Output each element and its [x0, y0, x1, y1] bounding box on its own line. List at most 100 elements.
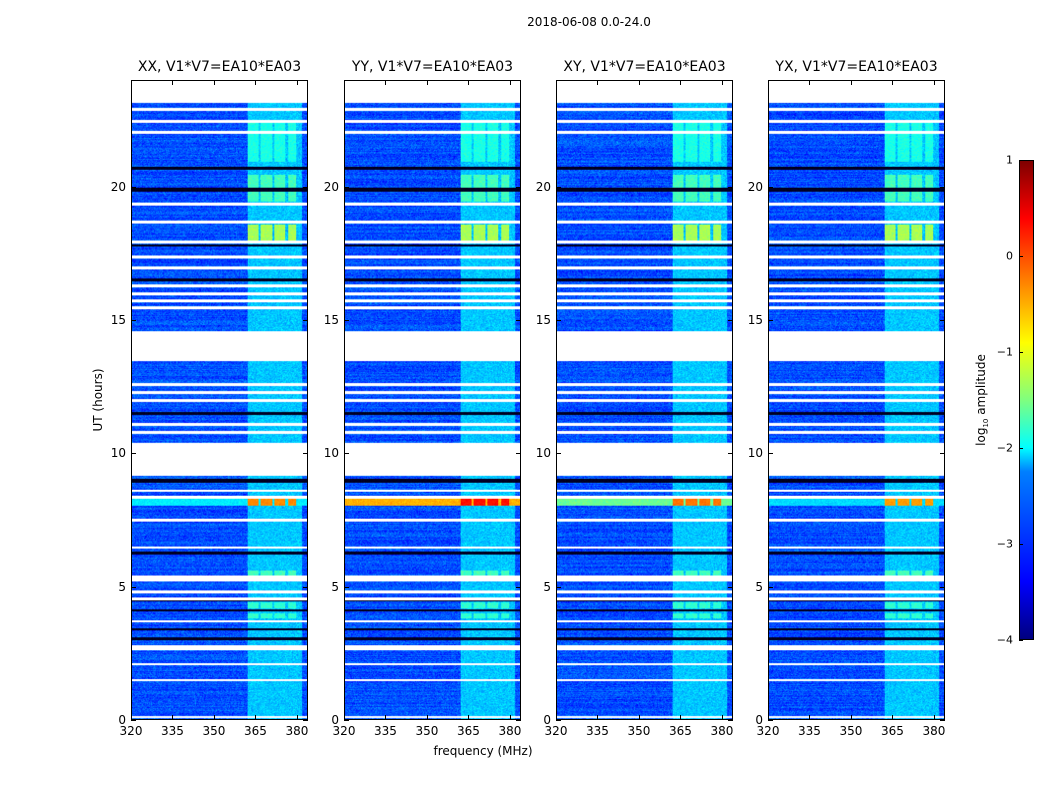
heatmap-canvas	[769, 81, 944, 719]
y-tick-mark	[768, 320, 773, 321]
y-tick-mark-right	[516, 320, 521, 321]
x-tick-mark	[255, 715, 257, 720]
x-tick-mark-top	[385, 80, 387, 85]
y-tick-mark-right	[728, 186, 733, 188]
x-tick-label: 365	[457, 724, 480, 738]
colorbar-tick-mark	[1019, 544, 1023, 545]
y-tick-mark	[344, 720, 349, 721]
y-tick-mark-right	[728, 320, 733, 321]
y-tick-label: 15	[323, 313, 339, 327]
y-tick-mark	[131, 186, 136, 188]
y-tick-mark-right	[516, 453, 521, 455]
y-tick-label: 0	[331, 713, 339, 727]
colorbar-label-sub: 10	[982, 418, 991, 428]
panel-title-3: YX, V1*V7=EA10*EA03	[775, 59, 938, 75]
y-axis-label: UT (hours)	[91, 368, 105, 432]
y-tick-mark-right	[303, 720, 308, 721]
colorbar-label: log10 amplitude	[974, 354, 990, 446]
y-tick-mark	[131, 453, 136, 455]
panel-title-0: XX, V1*V7=EA10*EA03	[137, 59, 302, 75]
spectrogram-panel-0	[131, 80, 308, 720]
x-tick-mark	[131, 715, 132, 720]
x-tick-label: 335	[374, 724, 397, 738]
x-tick-label: 380	[498, 724, 522, 738]
y-tick-mark	[556, 586, 561, 588]
x-axis-label: frequency (MHz)	[433, 744, 533, 758]
y-tick-label: 10	[323, 446, 339, 461]
y-tick-mark-right	[728, 453, 733, 455]
colorbar-tick-label: 0	[1006, 249, 1013, 263]
x-tick-mark-top	[850, 80, 852, 85]
colorbar-tick-label: −2	[996, 441, 1013, 455]
y-tick-mark	[556, 186, 561, 188]
y-tick-label: 5	[543, 579, 551, 594]
x-tick-mark	[892, 715, 894, 720]
x-tick-mark	[468, 715, 470, 720]
x-tick-label: 350	[839, 724, 863, 738]
y-tick-mark-right	[940, 453, 945, 455]
heatmap-canvas	[557, 81, 732, 719]
x-tick-label: 320	[544, 724, 568, 738]
colorbar-tick-label: 1	[1006, 153, 1013, 167]
x-tick-mark-top	[638, 80, 640, 85]
spectrogram-panel-1	[344, 80, 521, 720]
y-tick-mark	[556, 720, 561, 721]
x-tick-label: 350	[415, 724, 439, 738]
colorbar-tick-mark	[1019, 640, 1023, 641]
spectrogram-panel-2	[556, 80, 733, 720]
x-tick-mark-top	[426, 80, 428, 85]
y-tick-label: 10	[747, 446, 763, 461]
colorbar-tick-mark	[1019, 352, 1023, 353]
x-tick-mark-top	[509, 80, 511, 85]
x-tick-mark	[344, 715, 345, 720]
x-tick-mark	[850, 715, 852, 720]
x-tick-label: 365	[669, 724, 692, 738]
y-tick-mark-right	[303, 186, 308, 188]
x-tick-label: 365	[881, 724, 904, 738]
y-tick-label: 15	[747, 313, 763, 327]
x-tick-mark	[597, 715, 599, 720]
x-tick-mark	[296, 715, 298, 720]
x-tick-label: 320	[756, 724, 780, 738]
colorbar	[1019, 160, 1034, 640]
y-tick-label: 5	[331, 579, 339, 594]
panel-title-1: YY, V1*V7=EA10*EA03	[351, 59, 514, 75]
x-tick-mark-top	[680, 80, 682, 85]
x-tick-label: 365	[244, 724, 267, 738]
x-tick-mark	[172, 715, 174, 720]
x-tick-mark	[933, 715, 935, 720]
y-tick-mark-right	[728, 586, 733, 588]
x-tick-label: 320	[332, 724, 356, 738]
y-tick-mark	[768, 453, 773, 455]
y-tick-mark	[344, 186, 349, 188]
y-tick-mark	[556, 320, 561, 321]
x-tick-label: 335	[798, 724, 821, 738]
colorbar-label-log: log	[973, 427, 988, 446]
y-tick-label: 0	[118, 713, 126, 727]
y-tick-mark-right	[303, 320, 308, 321]
y-tick-mark	[344, 320, 349, 321]
x-tick-mark	[768, 715, 769, 720]
y-tick-mark-right	[303, 586, 308, 588]
y-tick-label: 20	[110, 179, 126, 194]
y-tick-label: 20	[323, 179, 339, 194]
colorbar-label-rest: amplitude	[973, 354, 988, 419]
y-tick-label: 15	[535, 313, 551, 327]
colorbar-tick-label: −1	[996, 345, 1013, 359]
y-tick-mark-right	[940, 586, 945, 588]
x-tick-label: 320	[119, 724, 143, 738]
heatmap-canvas	[132, 81, 307, 719]
x-tick-mark	[638, 715, 640, 720]
y-tick-label: 5	[118, 579, 126, 594]
y-tick-mark	[768, 720, 773, 721]
colorbar-tick-mark	[1019, 448, 1023, 449]
x-tick-label: 380	[922, 724, 946, 738]
y-tick-label: 0	[543, 713, 551, 727]
x-tick-mark-top	[172, 80, 174, 85]
x-tick-label: 350	[627, 724, 651, 738]
x-tick-label: 335	[161, 724, 184, 738]
y-tick-mark-right	[728, 720, 733, 721]
x-tick-mark-top	[809, 80, 811, 85]
figure-suptitle: 2018-06-08 0.0-24.0	[527, 15, 651, 29]
y-tick-label: 10	[535, 446, 551, 461]
